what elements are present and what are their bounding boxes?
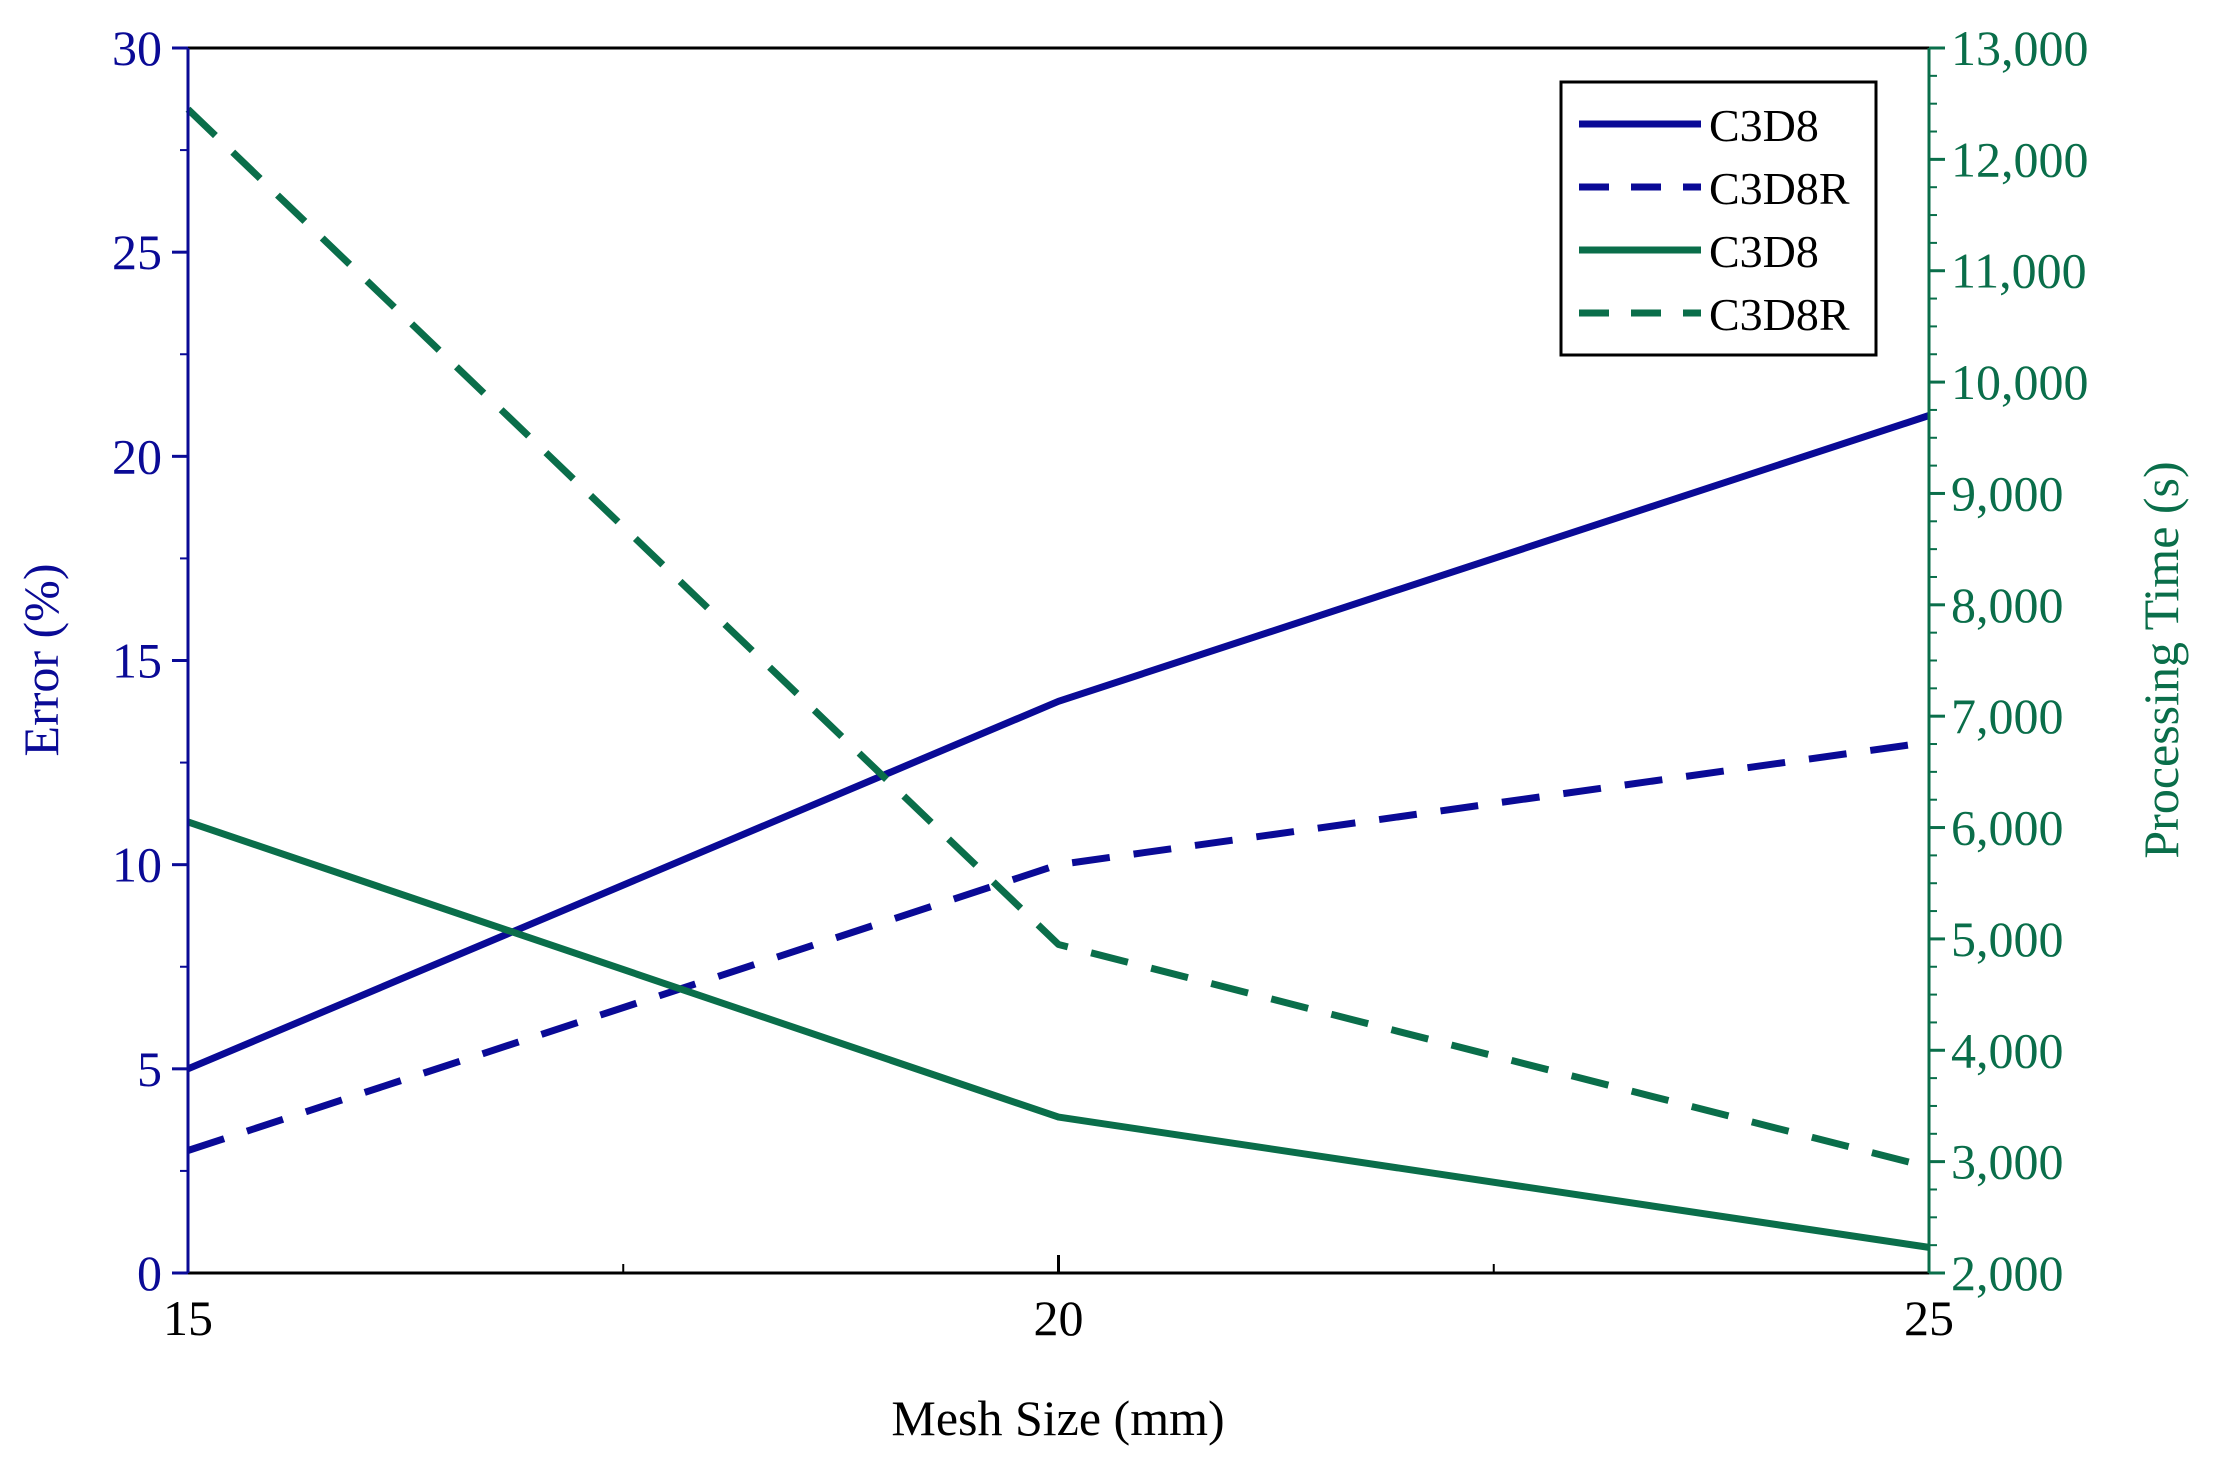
y-right-tick-label: 3,000 (1951, 1134, 2064, 1190)
y-axis-right-label: Processing Time (s) (2133, 461, 2189, 858)
series-line-2 (186, 818, 1930, 1251)
y-left-tick-label: 20 (112, 428, 162, 484)
x-tick-label: 25 (1904, 1290, 1954, 1346)
y-left-tick-label: 5 (137, 1041, 162, 1097)
y-right-tick-label: 13,000 (1951, 20, 2089, 76)
legend-label-0: C3D8 (1709, 100, 1819, 151)
y-left-tick-label: 10 (112, 837, 162, 893)
y-right-tick-label: 6,000 (1951, 800, 2064, 856)
y-left-tick-label: 25 (112, 224, 162, 280)
y-left-tick-label: 0 (137, 1245, 162, 1301)
y-left-tick-label: 15 (112, 633, 162, 689)
series-line-1 (186, 738, 1930, 1154)
y-right-tick-label: 4,000 (1951, 1022, 2064, 1078)
series-line-3 (185, 106, 1930, 1171)
y-axis-left-label: Error (%) (13, 564, 69, 757)
x-tick-label: 20 (1034, 1290, 1084, 1346)
legend-label-1: C3D8R (1709, 163, 1850, 214)
legend-label-3: C3D8R (1709, 289, 1850, 340)
y-right-tick-label: 2,000 (1951, 1245, 2064, 1301)
y-right-tick-label: 9,000 (1951, 465, 2064, 521)
y-right-tick-label: 8,000 (1951, 577, 2064, 633)
series-line-0 (186, 412, 1931, 1073)
y-left-tick-label: 30 (112, 20, 162, 76)
x-axis-label: Mesh Size (mm) (891, 1390, 1224, 1446)
legend-label-2: C3D8 (1709, 226, 1819, 277)
y-right-tick-label: 10,000 (1951, 354, 2089, 410)
x-tick-label: 15 (163, 1290, 213, 1346)
y-right-tick-label: 7,000 (1951, 688, 2064, 744)
y-right-tick-label: 5,000 (1951, 911, 2064, 967)
y-right-tick-label: 11,000 (1951, 243, 2087, 299)
y-right-tick-label: 12,000 (1951, 131, 2089, 187)
